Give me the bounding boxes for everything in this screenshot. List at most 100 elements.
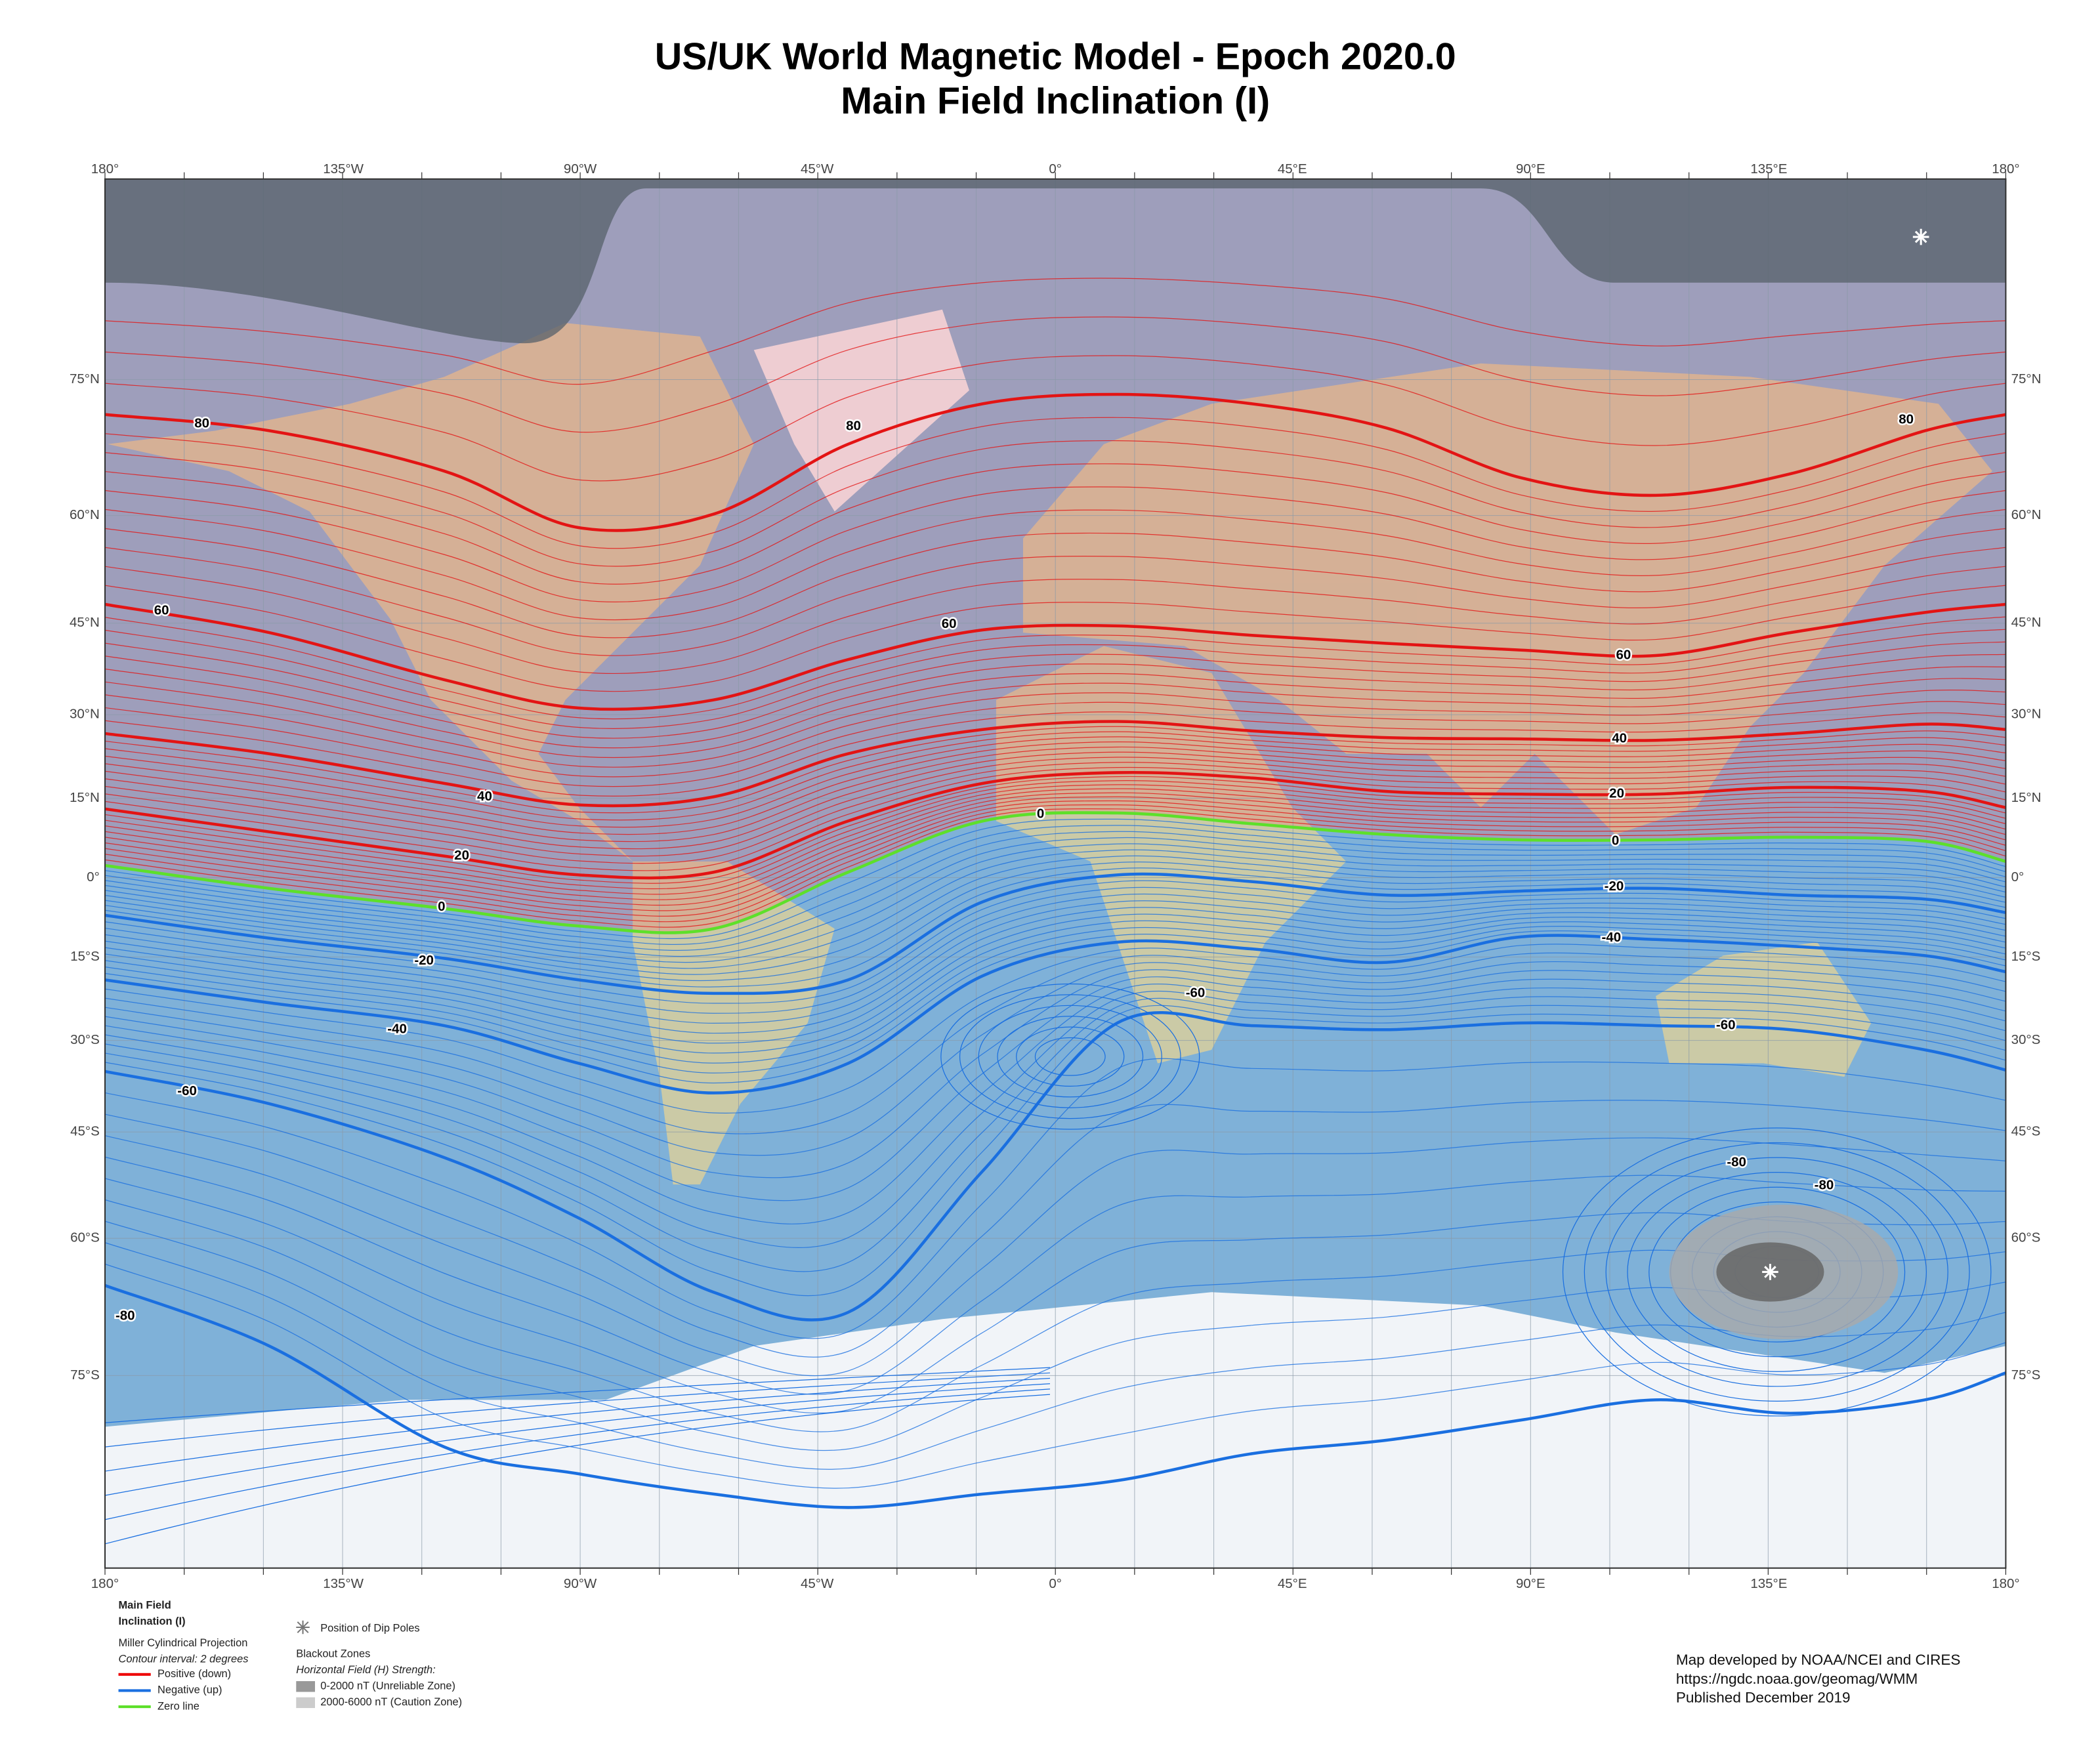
legend-negative: Negative (up)	[158, 1684, 222, 1696]
legend-interval: Contour interval: 2 degrees	[119, 1654, 249, 1665]
credit: https://ngdc.noaa.gov/geomag/WMM	[1676, 1671, 1918, 1687]
polar-cap	[104, 178, 2006, 344]
contour-label: -40	[1602, 930, 1622, 945]
contour-label: 80	[194, 416, 209, 431]
legend-projection: Miller Cylindrical Projection	[119, 1637, 248, 1649]
contour-minor	[104, 893, 2006, 1024]
contour-minor	[940, 983, 1200, 1130]
contour-label: 0	[1612, 833, 1619, 848]
contour-minor	[104, 641, 2006, 739]
north-dip-pole	[1912, 228, 1929, 245]
contour-minor	[104, 711, 2006, 797]
longitude-label: 135°W	[323, 1576, 364, 1591]
contour-minor	[104, 316, 2006, 433]
legend-swatch	[296, 1681, 315, 1692]
longitude-label: 90°W	[564, 161, 597, 177]
contour-minor	[104, 629, 2006, 729]
contour-minor	[104, 843, 2006, 963]
contour-minor	[104, 849, 2006, 969]
latitude-label: 45°N	[2011, 615, 2042, 630]
contour-label: -80	[1815, 1178, 1834, 1193]
contour-minor	[104, 751, 2006, 850]
contour-minor	[104, 1135, 2006, 1377]
legend: Main Field Inclination (I) Miller Cylind…	[119, 1600, 463, 1713]
contour-minor	[104, 678, 2006, 768]
legend-positive: Positive (down)	[158, 1668, 231, 1680]
contour-minor	[104, 741, 2006, 835]
legend-unreliable: 0-2000 nT (Unreliable Zone)	[320, 1680, 455, 1692]
contour-minor	[104, 818, 2006, 940]
contour-label: 0	[1037, 806, 1044, 821]
contour-minor	[104, 1242, 2006, 1470]
contour-minor	[978, 1005, 1162, 1108]
contour-label: -60	[1716, 1017, 1736, 1032]
latitude-label: 60°S	[2011, 1230, 2041, 1245]
contour-minor	[104, 1100, 2006, 1358]
contour-minor	[104, 486, 2006, 603]
credit: Map developed by NOAA/NCEI and CIRES	[1676, 1652, 1961, 1668]
contour-minor	[104, 726, 2006, 814]
axes: 180° 180° 135°W 135°W 90°W 90°W 45°W 45°W 0° 0° 45…	[70, 161, 2041, 1591]
latitude-label: 60°N	[70, 507, 100, 522]
latitude-label: 45°S	[70, 1124, 100, 1139]
contour-minor	[104, 1377, 1051, 1472]
contour-label: 40	[477, 789, 492, 804]
contour-label: 60	[942, 616, 957, 631]
contour-label: 80	[846, 419, 861, 434]
latitude-label: 75°S	[70, 1367, 100, 1383]
contour-minor	[104, 701, 2006, 787]
latitude-label: 30°N	[2011, 707, 2042, 722]
credits: Map developed by NOAA/NCEI and CIRES htt…	[1676, 1652, 1961, 1705]
contour-minor	[104, 566, 2006, 675]
contour-minor	[104, 547, 2006, 656]
contour-minor	[104, 1383, 1051, 1496]
contour-minor	[104, 776, 2006, 884]
contour-label: -80	[1727, 1155, 1746, 1170]
longitude-label: 90°W	[564, 1576, 597, 1591]
contour-minor	[104, 463, 2006, 585]
contour-minor	[104, 762, 2006, 864]
contour-minor	[104, 1388, 1051, 1520]
legend-zero: Zero line	[158, 1700, 200, 1712]
contour-minor	[104, 757, 2006, 857]
contour-major	[104, 770, 2006, 880]
contour-major	[104, 392, 2006, 532]
contours	[104, 278, 2006, 1545]
contour-minor	[104, 528, 2006, 638]
contour-minor	[104, 792, 2006, 906]
contour-minor	[104, 1156, 2006, 1395]
subtitle: Main Field Inclination (I)	[841, 80, 1270, 122]
latitude-label: 30°S	[2011, 1032, 2041, 1047]
contour-minor	[104, 952, 2006, 1135]
contour-minor	[104, 907, 2006, 1044]
contour-minor	[104, 831, 2006, 951]
contour-label: -60	[1186, 985, 1206, 1000]
contour-minor	[104, 616, 2006, 720]
legend-blackout: Blackout Zones	[296, 1648, 370, 1659]
contour-label: 60	[1616, 647, 1631, 662]
legend-swatch	[296, 1697, 315, 1709]
contour-major	[104, 1283, 2006, 1509]
map-area: 80 80 80 60 60 60 40 40 20 20 0 0 0 -20 -20 -40 -40 -60 -6…	[104, 178, 2006, 1568]
contour-minor	[104, 926, 2006, 1073]
contour-minor	[104, 990, 2006, 1248]
longitude-label: 90°E	[1516, 161, 1545, 177]
longitude-label: 90°E	[1516, 1576, 1545, 1591]
contour-major	[104, 720, 2006, 808]
contour-minor	[104, 861, 2006, 982]
latitude-label: 75°N	[70, 371, 100, 386]
contour-label: -80	[116, 1308, 135, 1323]
contour-major	[104, 934, 2006, 1094]
contour-minor	[959, 994, 1181, 1119]
legend-caution: 2000-6000 nT (Caution Zone)	[320, 1696, 462, 1708]
latitude-label: 15°N	[2011, 790, 2042, 805]
legend-title: Inclination (I)	[119, 1615, 186, 1627]
contour-minor	[104, 930, 2006, 1084]
latitude-label: 15°S	[2011, 949, 2041, 964]
contour-minor	[997, 1016, 1144, 1098]
contour-minor	[104, 920, 2006, 1064]
contour-minor	[104, 886, 2006, 1014]
latitude-label: 60°N	[2011, 507, 2042, 522]
legend-dip-poles: Position of Dip Poles	[320, 1622, 419, 1634]
